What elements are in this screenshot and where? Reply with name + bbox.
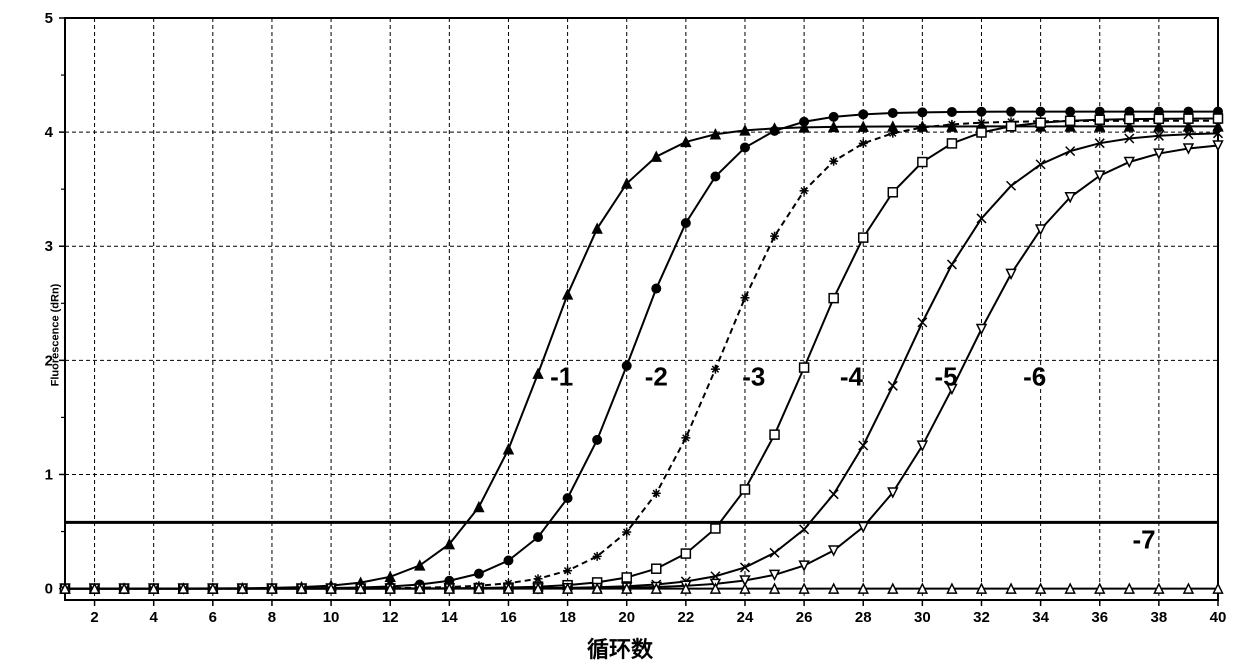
series-label: -2 (645, 361, 668, 391)
x-tick-label: 10 (323, 609, 340, 626)
series-line (65, 112, 1218, 589)
x-tick-label: 40 (1210, 609, 1227, 626)
x-tick-label: 4 (150, 609, 159, 626)
x-tick-label: 38 (1151, 609, 1168, 626)
amplification-chart: 2468101214161820222426283032343638400123… (0, 0, 1240, 670)
series-line (65, 126, 1218, 588)
series-label: -6 (1023, 361, 1046, 391)
x-tick-label: 14 (441, 609, 458, 626)
y-tick-label: 1 (45, 466, 53, 483)
x-tick-label: 22 (678, 609, 695, 626)
x-tick-label: 24 (737, 609, 754, 626)
plot-border (65, 18, 1218, 600)
x-tick-label: 8 (268, 609, 276, 626)
y-axis-title: Fluorescence (dRn) (49, 284, 61, 387)
series-label: -3 (742, 361, 765, 391)
x-tick-label: 26 (796, 609, 813, 626)
x-tick-label: 6 (209, 609, 217, 626)
series-label: -7 (1133, 525, 1156, 555)
series-line (65, 121, 1218, 589)
chart-container: Fluorescence (dRn) 循环数 24681012141618202… (0, 0, 1240, 670)
y-tick-label: 5 (45, 10, 53, 27)
x-tick-label: 36 (1091, 609, 1108, 626)
x-tick-label: 12 (382, 609, 399, 626)
series-label: -1 (550, 361, 573, 391)
series-label: -4 (840, 361, 864, 391)
series-s6 (61, 141, 1223, 593)
y-tick-label: 0 (45, 581, 53, 598)
x-tick-label: 30 (914, 609, 931, 626)
x-axis-title: 循环数 (587, 632, 653, 664)
series-label: -5 (934, 361, 957, 391)
series-line (65, 119, 1218, 589)
y-tick-label: 3 (45, 238, 53, 255)
x-tick-label: 28 (855, 609, 872, 626)
x-tick-label: 16 (500, 609, 517, 626)
x-tick-label: 20 (618, 609, 635, 626)
x-tick-label: 18 (559, 609, 576, 626)
x-tick-label: 2 (90, 609, 98, 626)
x-tick-label: 34 (1032, 609, 1049, 626)
x-tick-label: 32 (973, 609, 990, 626)
series-s2 (61, 107, 1223, 593)
y-tick-label: 4 (45, 124, 54, 141)
